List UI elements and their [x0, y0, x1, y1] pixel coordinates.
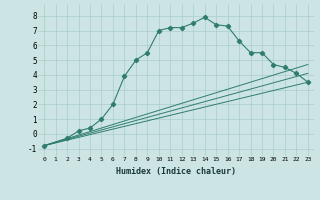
X-axis label: Humidex (Indice chaleur): Humidex (Indice chaleur): [116, 167, 236, 176]
